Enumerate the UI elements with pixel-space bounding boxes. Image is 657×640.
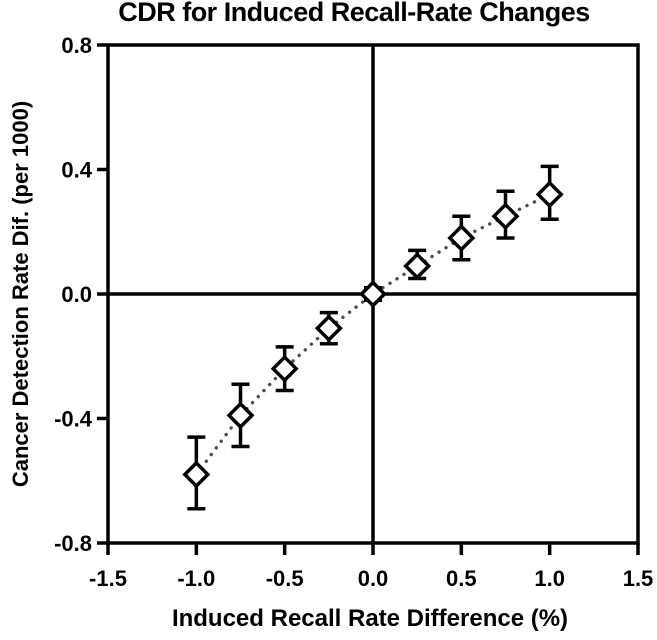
data-point-diamond bbox=[535, 180, 564, 209]
data-point-diamond bbox=[491, 202, 520, 231]
y-tick-label: 0.0 bbox=[61, 282, 92, 307]
y-tick-label: -0.8 bbox=[54, 531, 92, 556]
data-point-diamond bbox=[270, 354, 299, 383]
data-point-diamond bbox=[447, 224, 476, 252]
data-point-diamond bbox=[226, 401, 255, 430]
x-tick-label: 0.0 bbox=[358, 566, 389, 591]
x-tick-label: -1.5 bbox=[89, 566, 127, 591]
data-point-diamond bbox=[314, 314, 343, 343]
x-axis-title: Induced Recall Rate Difference (%) bbox=[171, 605, 569, 632]
data-point-diamond bbox=[359, 280, 387, 308]
x-tick-label: -1.0 bbox=[177, 566, 215, 591]
x-tick-label: 1.5 bbox=[623, 566, 654, 591]
data-point-diamond bbox=[182, 460, 211, 489]
y-tick-label: -0.4 bbox=[54, 407, 93, 432]
data-point-diamond bbox=[403, 252, 432, 280]
x-tick-label: 0.5 bbox=[446, 566, 477, 591]
y-tick-label: 0.4 bbox=[61, 158, 92, 183]
chart-title: CDR for Induced Recall-Rate Changes bbox=[118, 0, 590, 27]
x-tick-label: -0.5 bbox=[266, 566, 304, 591]
x-tick-label: 1.0 bbox=[534, 566, 565, 591]
y-tick-label: 0.8 bbox=[61, 33, 92, 58]
trend-line bbox=[194, 192, 552, 477]
